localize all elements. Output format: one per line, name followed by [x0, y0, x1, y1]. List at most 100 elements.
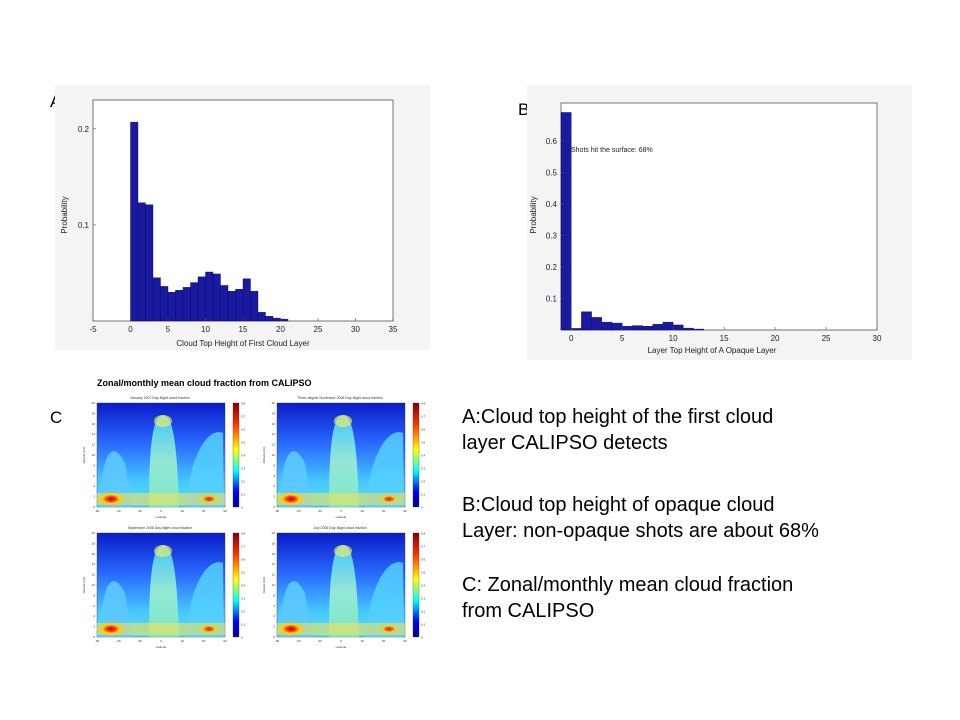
y-tick-label: 0.3	[546, 231, 558, 240]
x-tick-label: 30	[351, 325, 360, 334]
heatmap-y-tick: 20	[92, 401, 96, 405]
x-axis-label: Layer Top Height of A Opaque Layer	[648, 346, 777, 355]
histogram-bar	[130, 121, 139, 322]
histogram-bar	[591, 317, 602, 331]
heatmap-panel-title: July 2006 Day-Night cloud fraction	[313, 526, 366, 530]
histogram-bar	[581, 311, 592, 331]
heatmap-y-tick: 20	[272, 401, 276, 405]
histogram-bar	[250, 291, 259, 322]
histogram-bar	[167, 291, 176, 322]
cloud-region	[185, 432, 223, 507]
heatmap-x-tick: -30	[137, 509, 142, 513]
histogram-bar	[683, 327, 694, 331]
x-tick-label: 0	[569, 334, 574, 343]
histogram-bar	[220, 285, 229, 322]
x-tick-label: 25	[822, 334, 831, 343]
colorbar	[412, 402, 420, 508]
histogram-bar	[235, 289, 244, 322]
heatmap-x-tick: -90	[95, 509, 100, 513]
heatmap-x-tick: 0	[160, 509, 162, 513]
boundary-layer-band	[277, 493, 405, 505]
x-tick-label: 10	[669, 334, 678, 343]
colorbar-tick: 0.4	[241, 454, 246, 458]
histogram-bar	[280, 318, 289, 322]
colorbar-tick: 0.1	[241, 623, 246, 627]
tropical-cloud-plume	[149, 415, 179, 507]
heatmap-x-tick: -60	[116, 509, 121, 513]
heatmap-y-tick: 0	[93, 505, 95, 509]
heatmap-y-tick: 18	[272, 411, 276, 415]
colorbar-tick: 0.7	[241, 545, 246, 549]
cloud-region	[185, 562, 223, 637]
heatmap-x-tick: 30	[361, 639, 365, 643]
heatmap-panel-title: September 2006 Day-Night cloud fraction	[128, 526, 192, 530]
caption-line: B:Cloud top height of opaque cloud	[462, 494, 775, 516]
colorbar-tick: 0.8	[421, 532, 426, 536]
colorbar-tick: 0.7	[241, 415, 246, 419]
heatmap-panel: January 2007 Day-Night cloud fraction -90…	[82, 396, 246, 519]
heatmap-y-tick: 10	[272, 583, 276, 587]
heatmap-y-tick: 8	[273, 463, 275, 467]
heatmap-x-tick: 30	[361, 509, 365, 513]
heatmap-y-tick: 4	[273, 614, 275, 618]
colorbar-tick: 0.3	[421, 467, 426, 471]
heatmap-panel: July 2006 Day-Night cloud fraction -90 -60…	[262, 526, 426, 649]
heatmap-y-tick: 8	[273, 593, 275, 597]
histogram-bar	[175, 290, 184, 322]
x-tick-label: 5	[166, 325, 171, 334]
heatmap-x-tick: 60	[382, 509, 386, 513]
colorbar-tick: 0.2	[421, 610, 426, 614]
x-axis-label: Cloud Top Height of First Cloud Layer	[176, 339, 310, 348]
tropical-cloud-plume	[329, 415, 359, 507]
heatmap-y-tick: 14	[272, 562, 276, 566]
x-tick-label: 30	[873, 334, 882, 343]
heatmap-y-tick: 10	[92, 583, 96, 587]
colorbar-tick: 0.6	[421, 558, 426, 562]
colorbar-tick: 0.5	[421, 441, 426, 445]
heatmap-y-tick: 10	[92, 453, 96, 457]
heatmap-y-tick: 16	[92, 422, 96, 426]
histogram-bar	[272, 317, 281, 322]
heatmaps-title: Zonal/monthly mean cloud fraction from C…	[97, 378, 312, 388]
heatmap-panel-title: Three-degree November 2006 Day-Night clo…	[297, 396, 382, 400]
histogram-bar	[611, 322, 623, 331]
caption-line: layer CALIPSO detects	[462, 432, 668, 454]
histogram-bar	[190, 282, 199, 322]
histogram-bar	[621, 326, 633, 331]
x-tick-label: 5	[620, 334, 625, 343]
high-fraction-hotspot	[379, 494, 399, 504]
colorbar	[232, 532, 240, 638]
histogram-bar	[662, 321, 674, 331]
colorbar-tick: 0.3	[421, 597, 426, 601]
heatmap-x-tick: 90	[223, 509, 227, 513]
heatmap-y-tick: 2	[273, 495, 275, 499]
x-tick-label: 15	[720, 334, 729, 343]
heatmap-x-tick: -90	[95, 639, 100, 643]
colorbar-tick: 0	[421, 506, 423, 510]
heatmap-y-label: Altitude (km)	[82, 577, 86, 594]
colorbar-tick: 0.6	[241, 558, 246, 562]
heatmap-x-label: Latitude	[336, 645, 347, 649]
heatmap-panel: September 2006 Day-Night cloud fraction -…	[82, 526, 246, 649]
colorbar	[412, 532, 420, 638]
histogram-chart-b: 0 5 10 15 20 25 30 0.1 0.2 0.3 0.4 0.5 0.6 Shots hi…	[527, 85, 912, 360]
high-fraction-hotspot	[199, 494, 219, 504]
colorbar-tick: 0.8	[241, 532, 246, 536]
heatmap-y-tick: 6	[273, 604, 275, 608]
histogram-bar	[242, 278, 251, 322]
heatmap-y-tick: 20	[272, 531, 276, 535]
heatmap-x-tick: 0	[160, 639, 162, 643]
y-tick-label: 0.2	[546, 263, 558, 272]
caption-c: C: Zonal/monthly mean cloud fraction fro…	[462, 572, 942, 624]
colorbar-tick: 0.4	[421, 454, 426, 458]
heatmap-y-label: Altitude (km)	[82, 447, 86, 464]
heatmap-y-tick: 14	[272, 432, 276, 436]
caption-b: B:Cloud top height of opaque cloud Layer…	[462, 492, 942, 544]
high-fraction-hotspot	[334, 415, 352, 427]
x-tick-label: 20	[771, 334, 780, 343]
plot-frame	[560, 102, 878, 331]
heatmap-x-label: Latitude	[156, 515, 167, 519]
boundary-layer-band	[97, 493, 225, 505]
heatmap-y-label: Altitude (km)	[262, 447, 266, 464]
histogram-bar	[560, 112, 572, 331]
